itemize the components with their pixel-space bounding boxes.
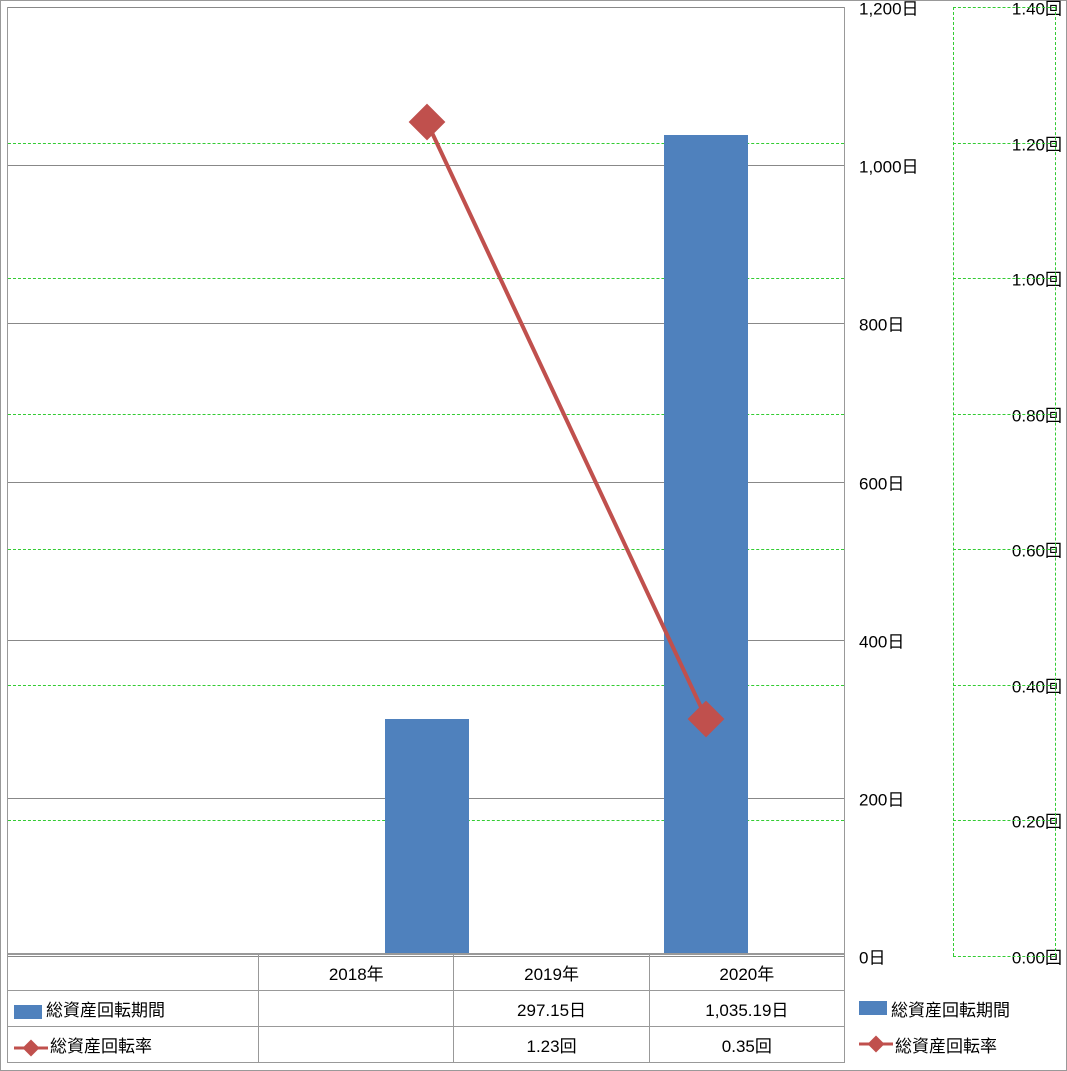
table-row-legend: 総資産回転期間 [8,991,259,1027]
y2-band-gridline [953,143,1055,144]
y2-band-border [1055,7,1056,956]
line-swatch [14,1041,48,1055]
series-name: 総資産回転率 [50,1037,152,1056]
y2-band-gridline [953,685,1055,686]
series-name: 総資産回転期間 [46,1001,165,1020]
series-line-marker [409,104,446,141]
table-cell: 0.35回 [649,1027,844,1063]
table-cell: 297.15日 [454,991,649,1027]
legend-label: 総資産回転期間 [891,996,1010,1021]
category-label: 2020年 [649,955,844,991]
y2-band-gridline [953,549,1055,550]
y1-tick-label: 1,000日 [859,153,919,178]
legend: 総資産回転期間総資産回転率 [859,990,1060,1062]
data-table-area: 2018年2019年2020年総資産回転期間297.15日1,035.19日総資… [7,954,1060,1064]
table-cell [259,1027,454,1063]
y1-tick-label: 600日 [859,469,904,494]
y2-band-gridline [953,820,1055,821]
y2-band-gridline [953,7,1055,8]
y1-tick-label: 200日 [859,785,904,810]
category-label: 2018年 [259,955,454,991]
y1-tick-label: 400日 [859,627,904,652]
bar-swatch [859,1001,887,1015]
table-cell: 1.23回 [454,1027,649,1063]
y2-tick-label: 1.40回 [982,0,1062,20]
legend-label: 総資産回転率 [895,1032,997,1057]
category-label: 2019年 [454,955,649,991]
data-table: 2018年2019年2020年総資産回転期間 297.15日1,035.19日総資… [7,954,845,1063]
y1-tick-label: 800日 [859,311,904,336]
chart-container: 0日200日400日600日800日1,000日1,200日 0.00回0.20… [0,0,1067,1071]
line-swatch [859,1037,893,1051]
y2-band-gridline [953,278,1055,279]
legend-item: 総資産回転率 [859,1026,1060,1062]
bar-swatch [14,1005,42,1019]
gridline-y1 [8,7,844,8]
plot-area [7,7,845,954]
table-corner [8,955,259,991]
bar [664,135,748,954]
table-cell: 1,035.19日 [649,991,844,1027]
legend-item: 総資産回転期間 [859,990,1060,1026]
y2-band-border [953,7,954,956]
y2-band-gridline [953,414,1055,415]
bar [385,719,469,954]
table-cell [259,991,454,1027]
table-row-legend: 総資産回転率 [8,1027,259,1063]
y1-tick-label: 1,200日 [859,0,919,20]
